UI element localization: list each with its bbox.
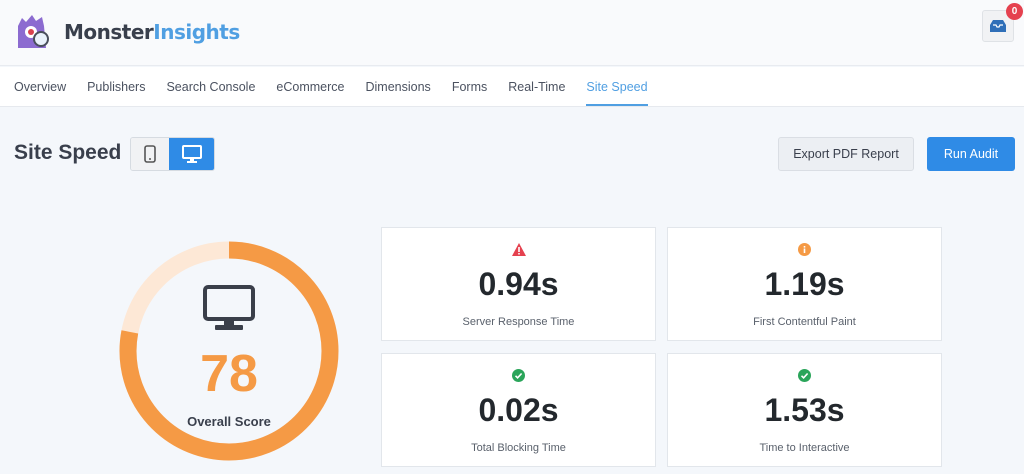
metric-value: 0.02s xyxy=(478,392,559,428)
check-circle-icon xyxy=(512,369,525,382)
metric-card-total-blocking-time: 0.02s Total Blocking Time xyxy=(381,353,656,467)
monster-logo-icon xyxy=(18,15,49,48)
overall-score-value: 78 xyxy=(200,345,258,403)
score-gauge xyxy=(119,241,339,461)
info-circle-icon xyxy=(798,243,811,256)
check-circle-icon xyxy=(798,369,811,382)
brand-name: MonsterInsights xyxy=(64,20,240,44)
tab-ecommerce[interactable]: eCommerce xyxy=(276,80,345,94)
notification-count-badge: 0 xyxy=(1006,3,1023,20)
page-title: Site Speed xyxy=(14,141,122,164)
desktop-icon xyxy=(181,145,202,163)
metric-card-time-to-interactive: 1.53s Time to Interactive xyxy=(667,353,942,467)
mobile-icon xyxy=(144,145,156,163)
mobile-button[interactable] xyxy=(131,138,169,170)
tab-dimensions[interactable]: Dimensions xyxy=(365,80,431,94)
tab-publishers[interactable]: Publishers xyxy=(87,80,146,94)
run-audit-button[interactable]: Run Audit xyxy=(927,137,1015,171)
export-pdf-button[interactable]: Export PDF Report xyxy=(778,137,914,171)
metric-value: 1.53s xyxy=(764,392,845,428)
overall-score-label: Overall Score xyxy=(187,414,271,429)
metric-label: Total Blocking Time xyxy=(471,442,566,454)
metric-card-server-response: 0.94s Server Response Time xyxy=(381,227,656,341)
tab-search-console[interactable]: Search Console xyxy=(166,80,256,94)
metric-value: 0.94s xyxy=(478,266,559,302)
tab-site-speed[interactable]: Site Speed xyxy=(586,67,648,106)
desktop-button[interactable] xyxy=(169,138,214,170)
desktop-monitor-icon xyxy=(203,285,255,330)
device-toggle xyxy=(130,137,215,171)
logo[interactable]: MonsterInsights xyxy=(12,12,240,52)
header: MonsterInsights 0 xyxy=(0,0,1024,66)
tab-nav: Overview Publishers Search Console eComm… xyxy=(0,67,1024,107)
tab-overview[interactable]: Overview xyxy=(14,80,67,94)
metric-label: First Contentful Paint xyxy=(753,316,856,328)
brand-part-1: Monster xyxy=(64,20,154,44)
metric-label: Server Response Time xyxy=(462,316,575,328)
brand-part-2: Insights xyxy=(153,20,240,44)
metric-value: 1.19s xyxy=(764,266,845,302)
tab-forms[interactable]: Forms xyxy=(451,80,488,94)
tab-real-time[interactable]: Real-Time xyxy=(508,80,566,94)
inbox-icon xyxy=(990,20,1006,32)
metric-label: Time to Interactive xyxy=(759,442,850,454)
gauge-progress xyxy=(119,241,339,461)
metric-card-first-contentful-paint: 1.19s First Contentful Paint xyxy=(667,227,942,341)
warning-triangle-icon xyxy=(511,243,526,256)
